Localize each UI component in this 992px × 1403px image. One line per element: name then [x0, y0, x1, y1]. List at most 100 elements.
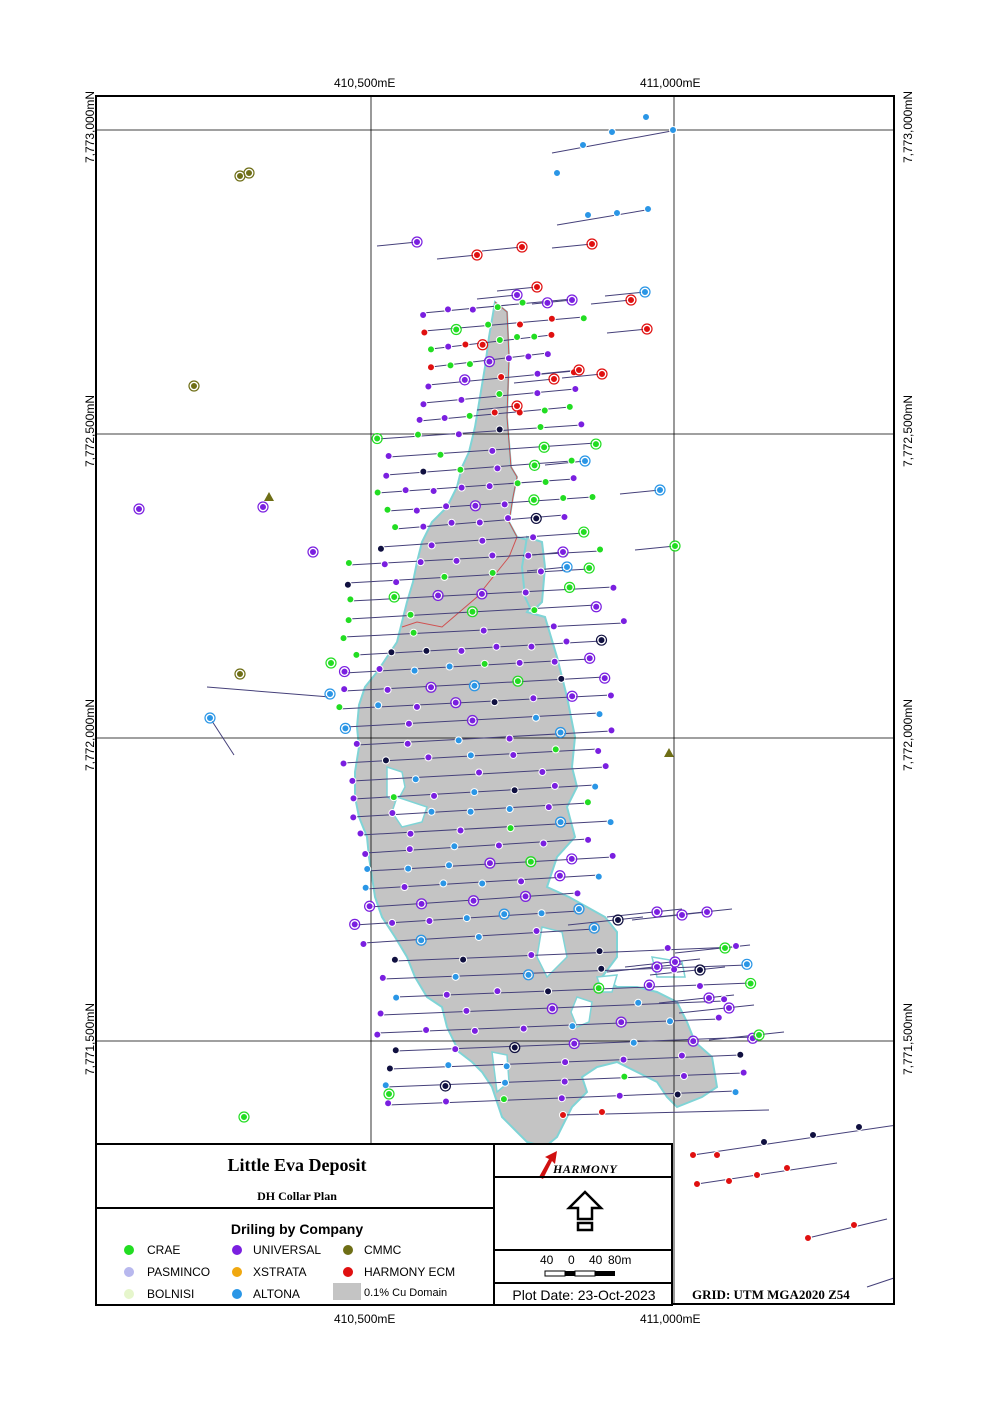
drill-collar-ring: [615, 1016, 627, 1028]
drill-collar: [629, 1038, 638, 1047]
drill-collar: [459, 955, 468, 964]
drill-collar: [349, 794, 358, 803]
drill-collar: [388, 809, 397, 818]
drill-collar: [524, 352, 533, 361]
drill-collar-ring: [243, 167, 255, 179]
drill-collar: [465, 411, 474, 420]
drill-collar: [429, 486, 438, 495]
drill-collar: [245, 169, 253, 177]
drill-collar: [591, 782, 600, 791]
drill-collar: [526, 857, 535, 866]
drill-collar: [417, 936, 426, 945]
easting-label-bottom-1: 410,500mE: [334, 1312, 396, 1326]
drill-collar: [493, 464, 502, 473]
drill-collar: [606, 691, 615, 700]
drill-collar: [579, 314, 588, 323]
drill-trace: [624, 958, 701, 968]
drill-collar-ring: [234, 668, 246, 680]
drill-collar: [517, 877, 526, 886]
drill-collar-ring: [483, 356, 496, 368]
drill-collar: [560, 1077, 569, 1086]
drill-collar: [643, 325, 651, 333]
grid-system-label: GRID: UTM MGA2020 Z54: [692, 1287, 850, 1302]
drill-collar: [562, 637, 571, 646]
drill-collar: [468, 607, 477, 616]
drill-trace: [436, 254, 478, 260]
scale-label-80m: 80m: [608, 1253, 632, 1267]
drill-collar-ring: [583, 562, 595, 574]
drill-collar-ring: [528, 459, 541, 471]
drill-trace: [476, 405, 518, 411]
drill-trace: [556, 208, 653, 226]
drill-collar-ring: [719, 942, 731, 954]
drill-collar: [555, 871, 564, 880]
drill-collar: [591, 440, 600, 449]
drill-collar-ring: [204, 712, 216, 724]
drill-trace: [209, 717, 235, 756]
drill-collar: [645, 981, 654, 990]
drill-trace: [604, 291, 646, 297]
drill-collar: [352, 650, 361, 659]
drill-collar: [492, 642, 501, 651]
drill-collar: [391, 1046, 400, 1055]
drill-collar: [548, 1004, 557, 1013]
drill-collar: [485, 357, 494, 366]
drill-collar: [601, 762, 610, 771]
legend-swatch-pasminco: [124, 1267, 134, 1277]
drill-collar: [739, 1068, 748, 1077]
drill-collar: [608, 128, 616, 136]
drill-collar: [422, 646, 431, 655]
drill-collar: [669, 126, 677, 134]
drill-collar-ring: [566, 690, 578, 702]
drill-collar: [513, 479, 522, 488]
drill-collar-ring: [467, 895, 480, 907]
drill-collar: [441, 1097, 450, 1106]
drill-collar: [470, 788, 479, 797]
drill-collar: [206, 714, 214, 722]
drill-collar: [349, 813, 358, 822]
drill-collar: [608, 851, 617, 860]
drill-collar-ring: [450, 697, 462, 709]
drill-trace: [678, 1004, 755, 1014]
drill-collar: [383, 685, 392, 694]
drill-collar: [343, 580, 352, 589]
drill-collar-ring: [676, 909, 688, 921]
drill-collar: [389, 793, 398, 802]
drill-collar: [567, 854, 576, 863]
drill-collar: [457, 395, 466, 404]
drill-trace: [365, 838, 589, 854]
drill-collar: [689, 1151, 697, 1159]
drill-collar: [236, 670, 244, 678]
harmony-logo-icon: [539, 1151, 557, 1179]
drill-collar: [543, 298, 552, 307]
drill-collar: [412, 702, 421, 711]
drill-collar: [470, 1026, 479, 1035]
drill-collar: [529, 495, 538, 504]
legend-swatch-crae: [124, 1245, 134, 1255]
drill-collar-ring: [425, 681, 437, 693]
drill-collar: [521, 892, 530, 901]
drill-trace: [360, 820, 611, 836]
drill-collar: [403, 739, 412, 748]
scale-bar: [544, 1270, 615, 1277]
map-subtitle: DH Collar Plan: [257, 1189, 337, 1203]
drill-collar: [530, 332, 539, 341]
drill-collar: [427, 683, 436, 692]
drill-collar-ring: [466, 606, 479, 618]
drill-collar-ring: [484, 857, 496, 869]
drill-collar: [348, 776, 357, 785]
drill-collar-ring: [477, 339, 489, 351]
drill-collar: [359, 939, 368, 948]
drill-collar: [344, 616, 353, 625]
drill-collar: [409, 628, 418, 637]
drill-trace: [513, 378, 555, 384]
drill-collar: [510, 1043, 519, 1052]
drill-collar: [388, 918, 397, 927]
drill-collar: [521, 588, 530, 597]
map-canvas: [97, 97, 893, 1303]
drill-collar: [461, 340, 470, 349]
drill-collar: [497, 372, 506, 381]
drill-collar: [510, 786, 519, 795]
drill-collar: [584, 211, 592, 219]
drill-collar-ring: [568, 1037, 580, 1050]
